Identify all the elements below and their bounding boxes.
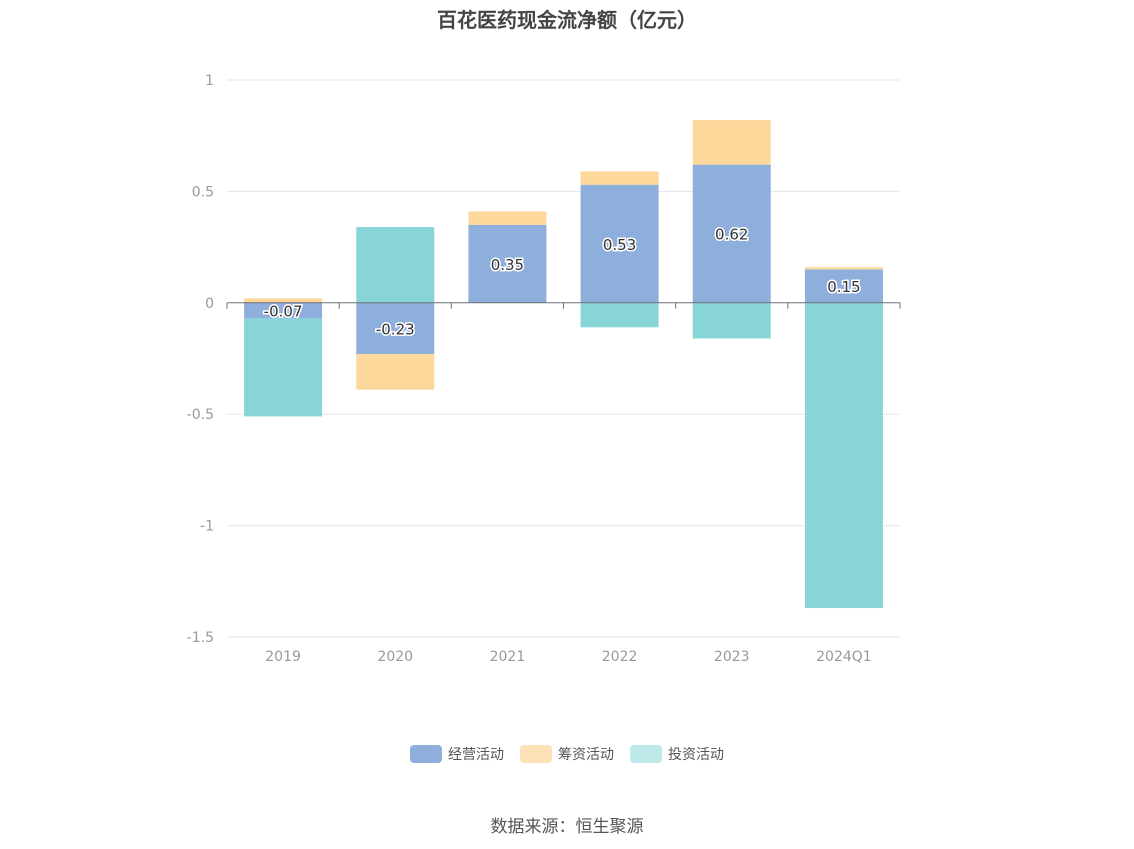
data-label-operating: 0.15: [827, 278, 860, 296]
y-tick-label: 1: [205, 73, 214, 89]
legend-swatch-operating: [410, 745, 442, 763]
bar-investing: [244, 318, 323, 417]
legend-label-operating: 经营活动: [448, 747, 504, 763]
bar-operating: [244, 302, 323, 319]
y-tick-label: 0.5: [192, 184, 214, 200]
legend-swatch-financing: [520, 745, 552, 763]
data-label-operating: -0.07: [264, 303, 303, 321]
legend-item-investing[interactable]: 投资活动: [630, 744, 724, 764]
legend-item-operating[interactable]: 经营活动: [410, 744, 504, 764]
bar-operating: [356, 302, 435, 355]
bar-investing: [356, 227, 435, 303]
bar-operating: [692, 164, 771, 303]
data-label-operating: 0.35: [491, 256, 524, 274]
bar-financing: [692, 120, 771, 165]
bar-investing: [580, 302, 659, 328]
bar-investing: [692, 302, 771, 339]
x-tick-label: 2019: [265, 649, 301, 665]
legend: 经营活动 筹资活动 投资活动: [0, 744, 1134, 764]
data-label-operating: 0.53: [603, 236, 636, 254]
legend-swatch-investing: [630, 745, 662, 763]
bar-financing: [580, 171, 659, 185]
data-source-note: 数据来源：恒生聚源: [490, 817, 644, 837]
legend-item-financing[interactable]: 筹资活动: [520, 744, 614, 764]
bar-financing: [468, 211, 547, 225]
bar-financing: [244, 298, 323, 303]
y-tick-label: -1.5: [187, 630, 214, 646]
x-tick-label: 2023: [714, 649, 750, 665]
x-tick-label: 2024Q1: [816, 649, 872, 665]
legend-label-investing: 投资活动: [668, 747, 724, 763]
bar-financing: [804, 267, 883, 270]
bar-operating: [580, 184, 659, 303]
bar-operating: [468, 224, 547, 303]
chart-title: 百花医药现金流净额（亿元）: [437, 8, 697, 32]
y-tick-label: 0: [205, 296, 214, 312]
y-tick-label: -1: [200, 519, 214, 535]
legend-label-financing: 筹资活动: [558, 747, 614, 763]
x-tick-label: 2022: [602, 649, 638, 665]
data-label-operating: 0.62: [715, 226, 748, 244]
bar-financing: [356, 354, 435, 390]
x-tick-label: 2021: [490, 649, 526, 665]
bar-operating: [804, 269, 883, 303]
data-label-operating: -0.23: [376, 320, 415, 338]
y-tick-label: -0.5: [187, 407, 214, 423]
bar-investing: [804, 302, 883, 609]
x-tick-label: 2020: [377, 649, 413, 665]
